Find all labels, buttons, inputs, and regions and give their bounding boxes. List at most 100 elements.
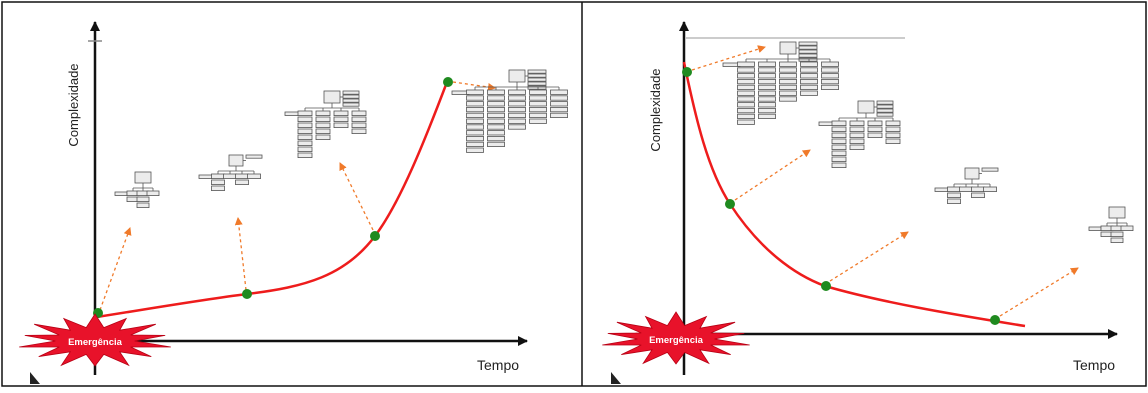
org-box — [146, 190, 160, 196]
org-box — [508, 89, 526, 95]
org-side-box — [798, 53, 818, 58]
org-box — [315, 116, 331, 122]
panel-decay: Complexidade Tempo Emergência — [602, 21, 1134, 384]
org-head-box — [779, 41, 797, 55]
org-side-box — [876, 112, 894, 117]
org-box — [351, 122, 367, 128]
org-head-box — [228, 154, 244, 167]
org-box — [529, 107, 547, 113]
org-assist-box — [284, 111, 300, 116]
org-box — [849, 132, 865, 138]
org-box — [223, 173, 237, 179]
org-box — [297, 110, 313, 116]
curve-node — [990, 315, 1000, 325]
org-chart-xlarge — [451, 69, 568, 153]
org-box — [800, 79, 818, 85]
org-head-box — [964, 167, 980, 180]
org-chart-medium — [198, 154, 263, 191]
dashed-arrow — [452, 81, 496, 91]
org-box — [779, 73, 797, 79]
org-box — [247, 173, 261, 179]
org-chart-xlarge — [722, 41, 839, 125]
org-box — [885, 132, 901, 138]
org-box — [466, 89, 484, 95]
org-head-box — [857, 100, 875, 114]
org-box — [315, 122, 331, 128]
org-side-box — [981, 167, 999, 172]
org-box — [508, 118, 526, 124]
org-box — [737, 90, 755, 96]
org-box — [779, 61, 797, 67]
org-box — [550, 112, 568, 118]
org-box — [487, 112, 505, 118]
org-box — [466, 147, 484, 153]
org-side-box — [342, 98, 360, 103]
org-box — [779, 96, 797, 102]
org-side-box — [527, 73, 547, 78]
org-box — [487, 124, 505, 130]
org-box — [466, 141, 484, 147]
org-side-box — [798, 45, 818, 50]
org-box — [800, 84, 818, 90]
org-box — [315, 128, 331, 134]
curve-node — [443, 77, 453, 87]
org-box — [800, 61, 818, 67]
org-box — [867, 120, 883, 126]
org-box — [779, 84, 797, 90]
org-box — [235, 179, 249, 185]
org-box — [487, 89, 505, 95]
org-box — [821, 61, 839, 67]
curve-node — [370, 231, 380, 241]
org-box — [885, 126, 901, 132]
org-box — [136, 196, 150, 202]
org-box — [1120, 225, 1134, 231]
org-box — [508, 112, 526, 118]
org-box — [831, 144, 847, 150]
org-side-box — [245, 154, 263, 159]
org-box — [315, 134, 331, 140]
org-box — [983, 186, 997, 192]
dashed-arrow — [734, 149, 811, 201]
org-box — [821, 84, 839, 90]
x-axis-label: Tempo — [1073, 357, 1115, 373]
y-axis-label: Complexidade — [648, 68, 663, 151]
decay-curve — [682, 61, 1026, 328]
org-box — [867, 132, 883, 138]
org-box — [466, 118, 484, 124]
org-box — [351, 116, 367, 122]
org-assist-box — [934, 187, 949, 192]
org-box — [849, 120, 865, 126]
dashed-arrow — [339, 162, 374, 231]
curve-node — [821, 281, 831, 291]
corner-mark — [611, 372, 621, 384]
org-box — [758, 96, 776, 102]
org-box — [779, 67, 797, 73]
org-head-box — [323, 90, 341, 104]
org-box — [466, 130, 484, 136]
org-box — [297, 134, 313, 140]
burst-shape — [19, 313, 171, 367]
org-box — [487, 135, 505, 142]
org-chart-large — [818, 100, 901, 168]
org-assist-box — [114, 191, 128, 196]
org-side-box — [527, 69, 547, 74]
org-box — [211, 179, 225, 185]
org-box — [529, 89, 547, 95]
org-box — [487, 130, 505, 136]
org-box — [737, 73, 755, 79]
org-side-box — [342, 94, 360, 99]
org-box — [550, 89, 568, 95]
org-assist-box — [198, 174, 213, 179]
org-box — [351, 110, 367, 116]
org-box — [508, 124, 526, 130]
org-box — [947, 198, 961, 204]
org-side-box — [798, 41, 818, 46]
org-box — [466, 107, 484, 113]
burst-shape — [602, 311, 750, 365]
org-box — [737, 61, 755, 67]
org-side-box — [876, 100, 894, 105]
org-box — [800, 67, 818, 73]
dashed-arrow — [234, 217, 247, 291]
